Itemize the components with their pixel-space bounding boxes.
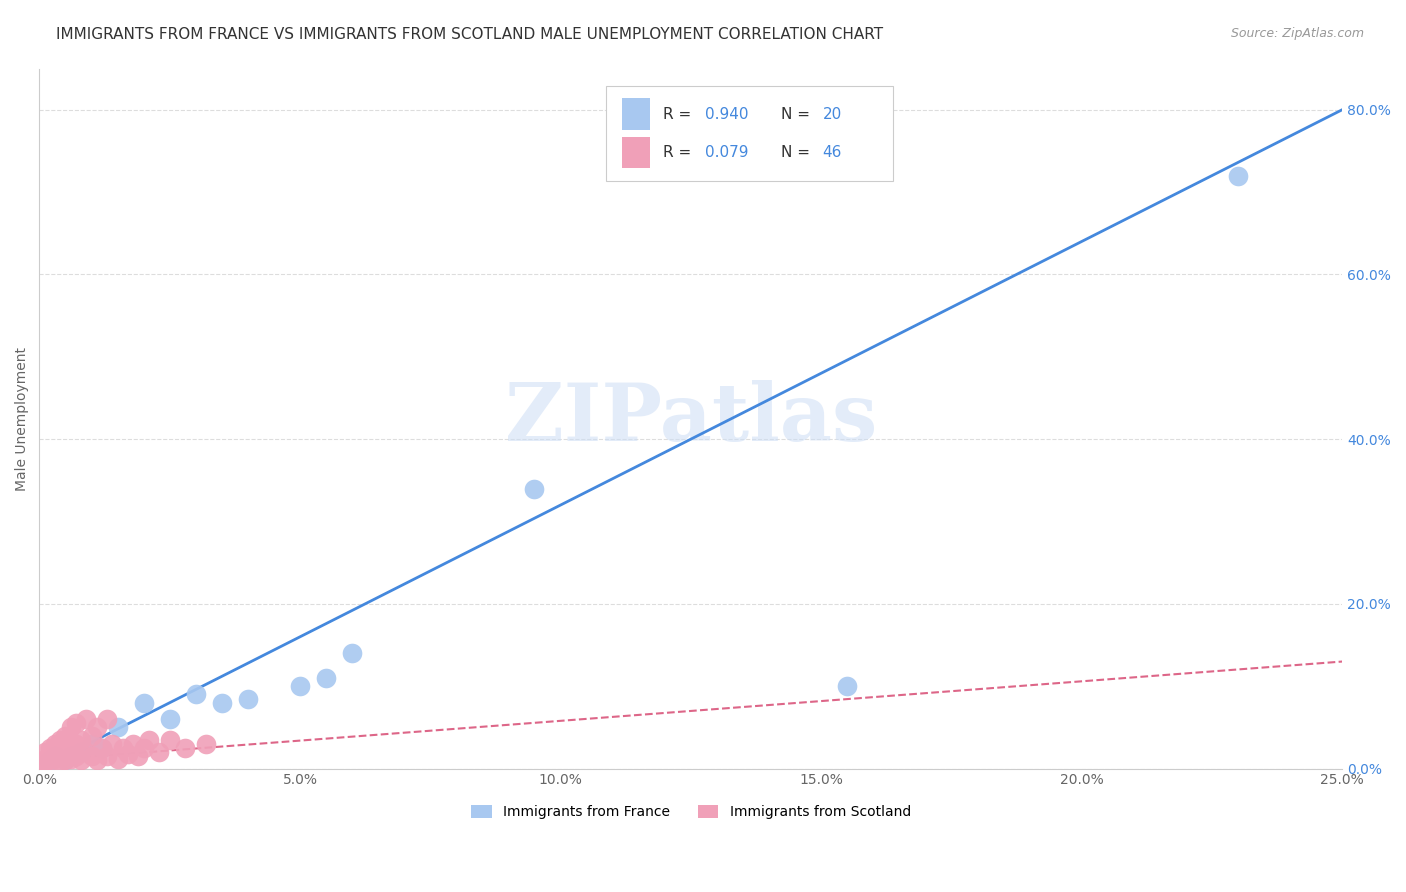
- Text: 46: 46: [823, 145, 842, 160]
- Point: [1227, 169, 1250, 183]
- FancyBboxPatch shape: [621, 98, 651, 129]
- Point: [107, 721, 129, 735]
- Point: [340, 646, 363, 660]
- Point: [96, 712, 118, 726]
- Text: 0.079: 0.079: [706, 145, 748, 160]
- Point: [38, 753, 60, 767]
- Point: [138, 732, 160, 747]
- Point: [122, 737, 145, 751]
- Point: [44, 747, 66, 761]
- Point: [80, 737, 103, 751]
- Point: [59, 721, 82, 735]
- Point: [86, 753, 108, 767]
- Point: [288, 679, 311, 693]
- Point: [101, 737, 124, 751]
- Point: [148, 745, 170, 759]
- Point: [107, 752, 129, 766]
- Point: [132, 696, 155, 710]
- Text: N =: N =: [780, 106, 814, 121]
- Point: [91, 741, 114, 756]
- Point: [159, 712, 181, 726]
- Point: [86, 721, 108, 735]
- Point: [211, 696, 233, 710]
- Point: [55, 745, 77, 759]
- Point: [49, 732, 72, 747]
- Point: [34, 757, 56, 772]
- Point: [75, 712, 97, 726]
- Point: [837, 679, 859, 693]
- Point: [195, 737, 218, 751]
- Point: [49, 755, 72, 769]
- Point: [59, 752, 82, 766]
- Point: [49, 741, 72, 756]
- Point: [65, 749, 87, 764]
- Point: [91, 741, 114, 756]
- Point: [34, 755, 56, 769]
- Point: [111, 741, 134, 756]
- Point: [523, 482, 546, 496]
- Text: 0.940: 0.940: [706, 106, 748, 121]
- Point: [38, 741, 60, 756]
- Point: [132, 741, 155, 756]
- Text: R =: R =: [664, 106, 696, 121]
- Point: [174, 741, 197, 756]
- Legend: Immigrants from France, Immigrants from Scotland: Immigrants from France, Immigrants from …: [465, 799, 917, 825]
- Point: [38, 753, 60, 767]
- Point: [49, 749, 72, 764]
- Text: R =: R =: [664, 145, 696, 160]
- Point: [80, 729, 103, 743]
- Point: [38, 749, 60, 764]
- Point: [34, 745, 56, 759]
- Point: [315, 671, 337, 685]
- Point: [184, 688, 207, 702]
- Point: [70, 753, 93, 767]
- Y-axis label: Male Unemployment: Male Unemployment: [15, 347, 30, 491]
- FancyBboxPatch shape: [621, 136, 651, 169]
- Text: N =: N =: [780, 145, 814, 160]
- Point: [70, 745, 93, 759]
- Point: [44, 737, 66, 751]
- Point: [34, 752, 56, 766]
- Point: [65, 716, 87, 731]
- Point: [70, 732, 93, 747]
- Text: 20: 20: [823, 106, 842, 121]
- Point: [31, 757, 53, 772]
- Point: [117, 747, 139, 761]
- Point: [127, 749, 149, 764]
- Text: IMMIGRANTS FROM FRANCE VS IMMIGRANTS FROM SCOTLAND MALE UNEMPLOYMENT CORRELATION: IMMIGRANTS FROM FRANCE VS IMMIGRANTS FRO…: [56, 27, 883, 42]
- Text: ZIPatlas: ZIPatlas: [505, 380, 877, 458]
- Point: [236, 691, 259, 706]
- Point: [55, 753, 77, 767]
- Point: [44, 749, 66, 764]
- Point: [55, 753, 77, 767]
- Point: [44, 752, 66, 766]
- Text: Source: ZipAtlas.com: Source: ZipAtlas.com: [1230, 27, 1364, 40]
- Point: [59, 741, 82, 756]
- Point: [55, 729, 77, 743]
- Point: [65, 737, 87, 751]
- FancyBboxPatch shape: [606, 86, 893, 180]
- Point: [59, 749, 82, 764]
- Point: [96, 749, 118, 764]
- Point: [159, 732, 181, 747]
- Point: [75, 745, 97, 759]
- Point: [80, 749, 103, 764]
